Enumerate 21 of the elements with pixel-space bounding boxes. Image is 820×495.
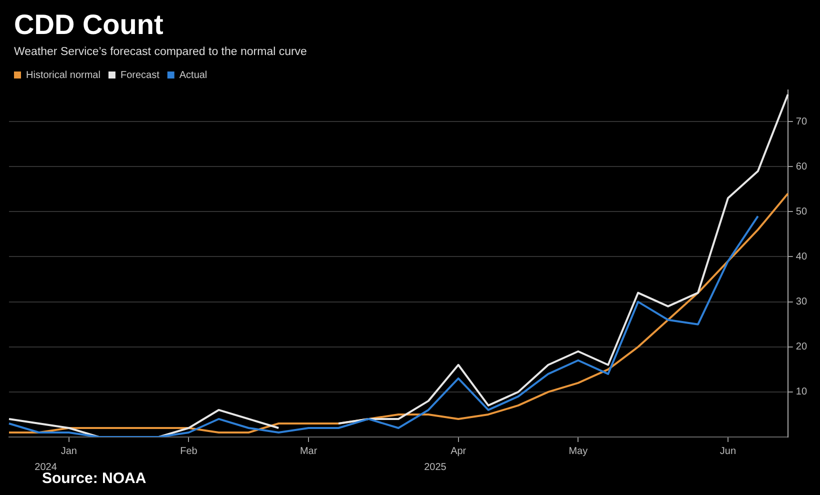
- legend-label: Forecast: [120, 70, 160, 81]
- x-tick-label: Feb: [180, 446, 198, 457]
- x-tick-label: Jun: [720, 446, 736, 457]
- y-tick-label: 70: [796, 116, 808, 128]
- text: 2024: [34, 462, 58, 473]
- legend-label: Actual: [179, 70, 208, 81]
- y-tick-label: 20: [796, 342, 808, 353]
- text: 2025: [424, 462, 447, 473]
- x-tick-label: Mar: [300, 446, 318, 457]
- y-tick-label: 40: [796, 251, 808, 262]
- y-tick-label: 30: [796, 296, 808, 308]
- x-tick-label: Jan: [60, 446, 77, 457]
- y-tick-label: 10: [796, 386, 808, 398]
- x-tick-label: Apr: [450, 446, 467, 457]
- legend-label: Historical normal: [26, 70, 100, 81]
- y-tick-label: 50: [796, 206, 808, 218]
- x-tick-label: May: [568, 446, 588, 457]
- source-note: Source: NOAA: [42, 470, 146, 487]
- y-tick-label: 60: [796, 161, 808, 172]
- chart-title: CDD Count: [14, 8, 164, 42]
- chart-subtitle: Weather Service’s forecast compared to the normal curve: [14, 46, 307, 58]
